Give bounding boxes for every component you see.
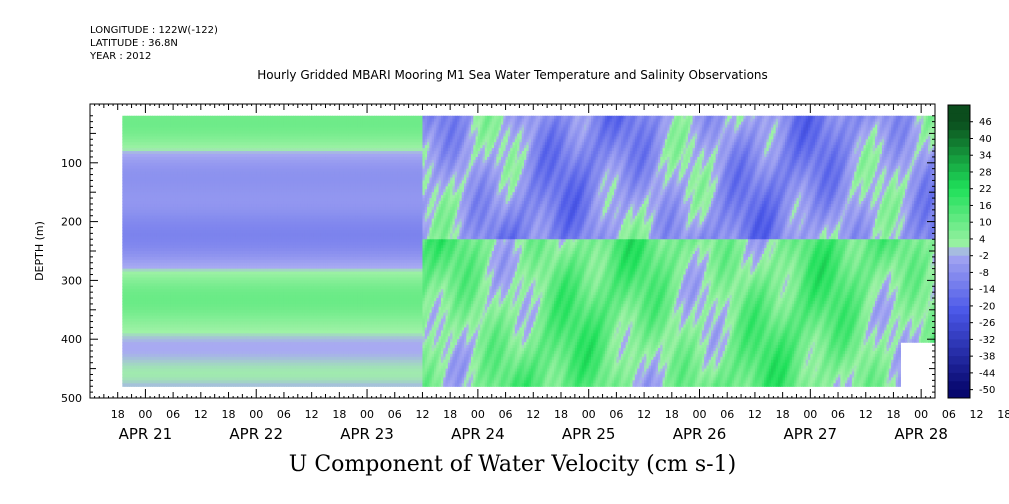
heatmap-area	[122, 116, 935, 387]
